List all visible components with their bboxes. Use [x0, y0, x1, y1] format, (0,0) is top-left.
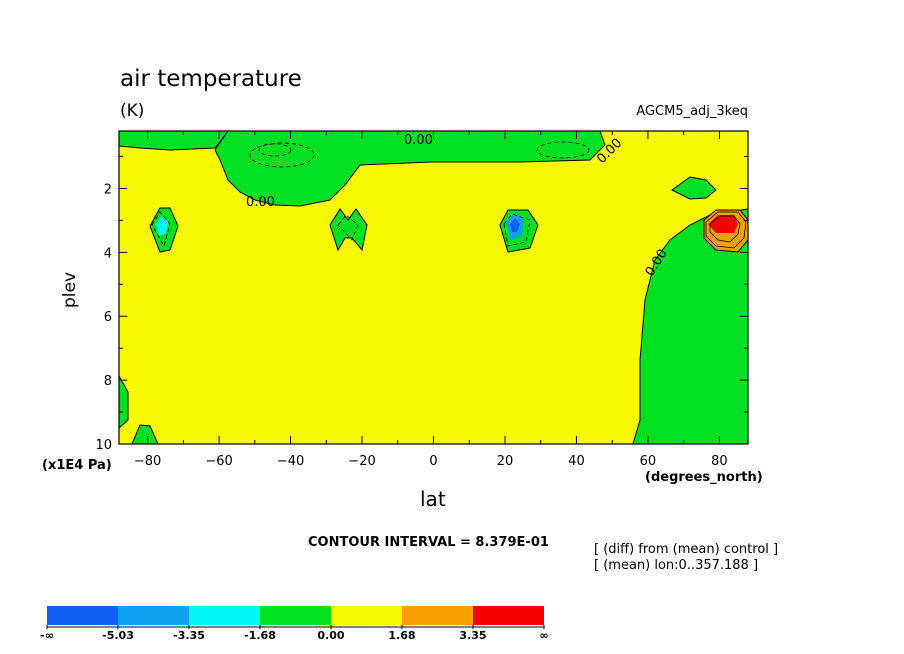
x-axis-units: (degrees_north) [645, 470, 763, 485]
colorbar-label: -3.35 [173, 629, 205, 642]
y-axis-label: plev [60, 271, 80, 308]
y-tick-label: 2 [104, 182, 112, 197]
colorbar-label: 3.35 [459, 629, 486, 642]
negative-cell-25s [329, 208, 368, 252]
y-tick-label: 6 [104, 310, 112, 325]
cold-core-75s [156, 216, 168, 236]
x-tick-label: 40 [568, 454, 585, 469]
colorbar-swatch [473, 606, 544, 625]
x-ticks [147, 131, 720, 444]
x-tick-label: −80 [134, 454, 161, 469]
colorbar-label: 0.00 [317, 629, 344, 642]
dashed-negative-contours [151, 141, 590, 248]
x-tick-label: −40 [277, 454, 304, 469]
colorbar-swatch [402, 606, 473, 625]
colorbar-label: -5.03 [102, 629, 134, 642]
y-tick-label: 8 [104, 374, 112, 389]
contour-label: 0.00 [404, 133, 433, 148]
contour-label: 0.00 [246, 195, 275, 210]
chart-title: air temperature [120, 66, 302, 92]
warm-core-contours [705, 211, 747, 249]
contour-interval: CONTOUR INTERVAL = 8.379E-01 [308, 535, 549, 550]
chart-units: (K) [120, 101, 145, 121]
colorbar-swatch [47, 606, 118, 625]
colorbar-swatch [260, 606, 331, 625]
small-negative-patch-70n [671, 176, 717, 200]
colorbar-label: 1.68 [388, 629, 415, 642]
y-tick-label: 10 [95, 438, 112, 453]
x-tick-label: 20 [497, 454, 514, 469]
cold-core-22n-inner [510, 218, 520, 232]
colorbar-label: -∞ [40, 629, 54, 642]
upper-left-negative-strip [118, 130, 230, 151]
x-tick-label: −60 [205, 454, 232, 469]
note-mean: [ (mean) lon:0..357.188 ] [594, 558, 759, 573]
x-tick-label: 60 [640, 454, 657, 469]
x-tick-label: 80 [711, 454, 728, 469]
colorbar-swatch [189, 606, 260, 625]
colorbar-swatch [331, 606, 402, 625]
x-tick-label: −20 [348, 454, 375, 469]
note-diff: [ (diff) from (mean) control ] [594, 542, 779, 557]
colorbar-label: ∞ [539, 629, 548, 642]
upper-negative-region [214, 130, 606, 207]
y-axis-units: (x1E4 Pa) [42, 458, 112, 473]
colorbar-swatch [118, 606, 189, 625]
x-axis-label: lat [420, 487, 446, 511]
colorbar [46, 606, 545, 629]
y-ticks [119, 156, 748, 445]
y-tick-label: 4 [104, 246, 112, 261]
run-name: AGCM5_adj_3keq [636, 104, 748, 119]
colorbar-label: -1.68 [244, 629, 276, 642]
x-tick-label: 0 [429, 454, 437, 469]
